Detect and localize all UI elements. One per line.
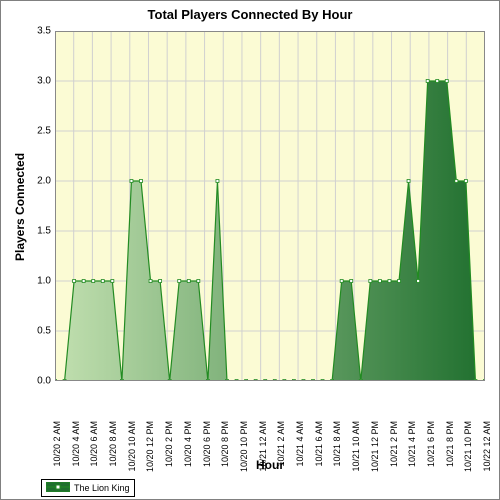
y-tick-label: 3.0 (23, 76, 51, 87)
x-tick-label: 10/21 8 AM (332, 421, 342, 491)
x-tick-label: 10/20 12 PM (145, 421, 155, 491)
x-tick-label: 10/20 6 PM (202, 421, 212, 491)
x-tick-label: 10/21 4 AM (295, 421, 305, 491)
chart-title: Total Players Connected By Hour (1, 7, 499, 22)
x-tick-label: 10/21 12 AM (258, 421, 268, 491)
y-axis-label: Players Connected (13, 153, 27, 261)
x-tick-label: 10/20 6 AM (89, 421, 99, 491)
y-tick-label: 2.0 (23, 176, 51, 187)
x-tick-label: 10/21 6 AM (314, 421, 324, 491)
x-tick-label: 10/21 12 PM (370, 421, 380, 491)
plot-area (55, 31, 485, 381)
y-tick-label: 1.5 (23, 226, 51, 237)
y-tick-label: 1.0 (23, 276, 51, 287)
x-axis-label: Hour (55, 458, 485, 472)
x-tick-label: 10/20 4 AM (71, 421, 81, 491)
chart-container: Total Players Connected By Hour Players … (0, 0, 500, 500)
x-tick-label: 10/20 8 AM (108, 421, 118, 491)
y-tick-label: 0.5 (23, 326, 51, 337)
x-tick-label: 10/20 4 PM (183, 421, 193, 491)
x-tick-label: 10/21 10 PM (463, 421, 473, 491)
x-tick-label: 10/20 8 PM (220, 421, 230, 491)
y-tick-label: 2.5 (23, 126, 51, 137)
x-tick-label: 10/20 2 PM (164, 421, 174, 491)
y-tick-label: 3.5 (23, 26, 51, 37)
x-tick-label: 10/21 10 AM (351, 421, 361, 491)
x-tick-label: 10/20 10 AM (127, 421, 137, 491)
x-tick-label: 10/20 10 PM (239, 421, 249, 491)
x-tick-label: 10/20 2 AM (52, 421, 62, 491)
x-tick-label: 10/21 2 PM (389, 421, 399, 491)
x-tick-label: 10/21 4 PM (407, 421, 417, 491)
x-tick-label: 10/22 12 AM (482, 421, 492, 491)
x-tick-label: 10/21 8 PM (445, 421, 455, 491)
legend-series-label: The Lion King (74, 483, 130, 493)
x-tick-label: 10/21 2 AM (276, 421, 286, 491)
x-tick-label: 10/21 6 PM (426, 421, 436, 491)
y-tick-label: 0.0 (23, 376, 51, 387)
